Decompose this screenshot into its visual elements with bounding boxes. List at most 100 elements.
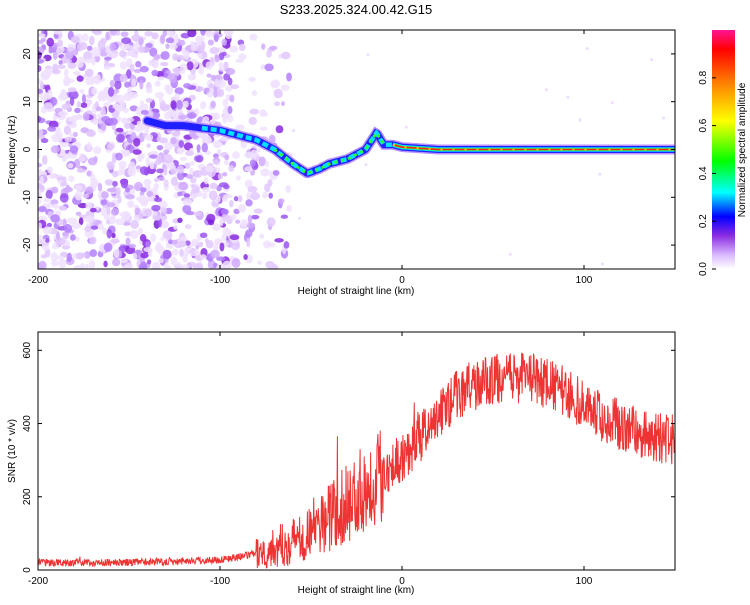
heatmap-noise-cell bbox=[50, 252, 58, 262]
heatmap-noise-cell bbox=[109, 215, 116, 225]
heatmap-noise-cell bbox=[179, 63, 188, 72]
heatmap-noise-cell bbox=[171, 130, 181, 137]
heatmap-noise-cell bbox=[218, 67, 225, 72]
heatmap-noise-cell bbox=[144, 31, 154, 37]
y-tick-label: 600 bbox=[22, 342, 33, 359]
heatmap-noise-cell bbox=[106, 161, 115, 170]
heatmap-noise-cell bbox=[230, 84, 240, 90]
heatmap-noise-cell bbox=[39, 33, 46, 38]
heatmap-noise-cell bbox=[139, 234, 147, 242]
heatmap-noise-cell bbox=[275, 125, 284, 134]
heatmap-noise-cell bbox=[177, 240, 187, 248]
heatmap-noise-cell bbox=[208, 190, 218, 201]
heatmap-noise-cell bbox=[205, 165, 215, 173]
heatmap-noise-cell bbox=[194, 186, 200, 194]
heatmap-noise-cell bbox=[74, 114, 83, 120]
heatmap-noise-cell bbox=[207, 39, 214, 46]
heatmap-noise-cell bbox=[113, 249, 120, 259]
heatmap-noise-cell bbox=[268, 45, 278, 51]
heatmap-noise-cell bbox=[259, 109, 267, 117]
colorbar-tick-label: 0.8 bbox=[698, 70, 709, 84]
heatmap-noise-cell bbox=[179, 70, 186, 75]
heatmap-noise-cell bbox=[101, 115, 111, 123]
heatmap-noise-cell bbox=[191, 193, 197, 200]
heatmap-noise-cell bbox=[139, 100, 145, 109]
heatmap-noise-cell bbox=[45, 189, 53, 200]
heatmap-noise-cell bbox=[164, 141, 173, 151]
heatmap-noise-cell bbox=[190, 250, 199, 257]
heatmap-noise-cell bbox=[143, 209, 149, 215]
x-tick-label: -200 bbox=[28, 275, 48, 286]
heatmap-noise-cell bbox=[59, 193, 69, 203]
heatmap-noise-cell bbox=[66, 47, 75, 52]
heatmap-noise bbox=[38, 30, 666, 269]
heatmap-noise-cell bbox=[48, 173, 57, 179]
heatmap-noise-cell bbox=[82, 112, 90, 122]
heatmap-noise-cell bbox=[153, 183, 159, 191]
heatmap-noise-cell bbox=[213, 89, 218, 99]
heatmap-noise-cell bbox=[179, 39, 186, 46]
heatmap-noise-cell bbox=[76, 75, 84, 82]
heatmap-noise-cell bbox=[178, 182, 189, 191]
heatmap-noise-cell bbox=[170, 256, 178, 267]
heatmap-noise-cell bbox=[601, 262, 605, 266]
heatmap-noise-cell bbox=[124, 81, 131, 88]
heatmap-noise-cell bbox=[285, 184, 291, 193]
heatmap-noise-cell bbox=[53, 33, 59, 39]
heatmap-noise-cell bbox=[67, 87, 77, 93]
snr-y-ticks: 0 200 400 600 bbox=[22, 342, 675, 573]
heatmap-noise-cell bbox=[154, 59, 159, 68]
heatmap-noise-cell bbox=[404, 125, 408, 129]
y-tick-label: 10 bbox=[22, 96, 33, 108]
heatmap-noise-cell bbox=[38, 65, 42, 72]
heatmap-noise-cell bbox=[38, 88, 43, 94]
heatmap-noise-cell bbox=[83, 50, 93, 61]
heatmap-noise-cell bbox=[103, 214, 110, 221]
heatmap-noise-cell bbox=[46, 37, 55, 47]
heatmap-noise-cell bbox=[106, 143, 114, 150]
heatmap-noise-cell bbox=[106, 207, 111, 216]
colorbar-tick-label: 0.2 bbox=[698, 214, 709, 228]
heatmap-noise-cell bbox=[224, 214, 229, 219]
heatmap-noise-cell bbox=[103, 102, 111, 108]
heatmap-noise-cell bbox=[227, 105, 233, 114]
heatmap-noise-cell bbox=[38, 206, 47, 213]
heatmap-noise-cell bbox=[274, 101, 280, 107]
heatmap-noise-cell bbox=[219, 218, 224, 227]
heatmap-noise-cell bbox=[251, 90, 258, 97]
heatmap-noise-cell bbox=[156, 245, 165, 255]
heatmap-noise-cell bbox=[145, 87, 153, 94]
heatmap-noise-cell bbox=[140, 252, 149, 259]
heatmap-noise-cell bbox=[63, 125, 72, 135]
heatmap-noise-cell bbox=[247, 185, 258, 193]
heatmap-noise-cell bbox=[209, 182, 218, 190]
heatmap-noise-cell bbox=[189, 161, 195, 166]
heatmap-noise-cell bbox=[84, 58, 92, 64]
heatmap-noise-cell bbox=[125, 187, 131, 193]
heatmap-noise-cell bbox=[246, 192, 252, 201]
heatmap-noise-cell bbox=[133, 53, 139, 59]
heatmap-noise-cell bbox=[228, 200, 234, 208]
heatmap-noise-cell bbox=[260, 64, 266, 70]
heatmap-noise-cell bbox=[63, 223, 73, 233]
heatmap-noise-cell bbox=[214, 54, 220, 60]
heatmap-noise-cell bbox=[40, 138, 49, 144]
snr-y-label: SNR (10 * v/v) bbox=[7, 419, 18, 483]
heatmap-noise-cell bbox=[146, 143, 151, 148]
heatmap-noise-cell bbox=[235, 58, 244, 64]
heatmap-noise-cell bbox=[649, 58, 653, 62]
heatmap-noise-cell bbox=[136, 76, 146, 84]
heatmap-noise-cell bbox=[221, 51, 227, 57]
heatmap-noise-cell bbox=[127, 117, 135, 123]
heatmap-noise-cell bbox=[217, 79, 226, 88]
heatmap-noise-cell bbox=[178, 140, 185, 148]
heatmap-noise-cell bbox=[97, 30, 103, 35]
heatmap-noise-cell bbox=[58, 60, 63, 65]
heatmap-noise-cell bbox=[57, 48, 62, 56]
heatmap-y-ticks: -20 -10 0 10 20 bbox=[22, 48, 675, 252]
heatmap-noise-cell bbox=[177, 191, 183, 197]
heatmap-noise-cell bbox=[52, 50, 58, 61]
heatmap-noise-cell bbox=[261, 191, 269, 199]
x-tick-label: -100 bbox=[210, 275, 230, 286]
heatmap-noise-cell bbox=[87, 157, 98, 166]
